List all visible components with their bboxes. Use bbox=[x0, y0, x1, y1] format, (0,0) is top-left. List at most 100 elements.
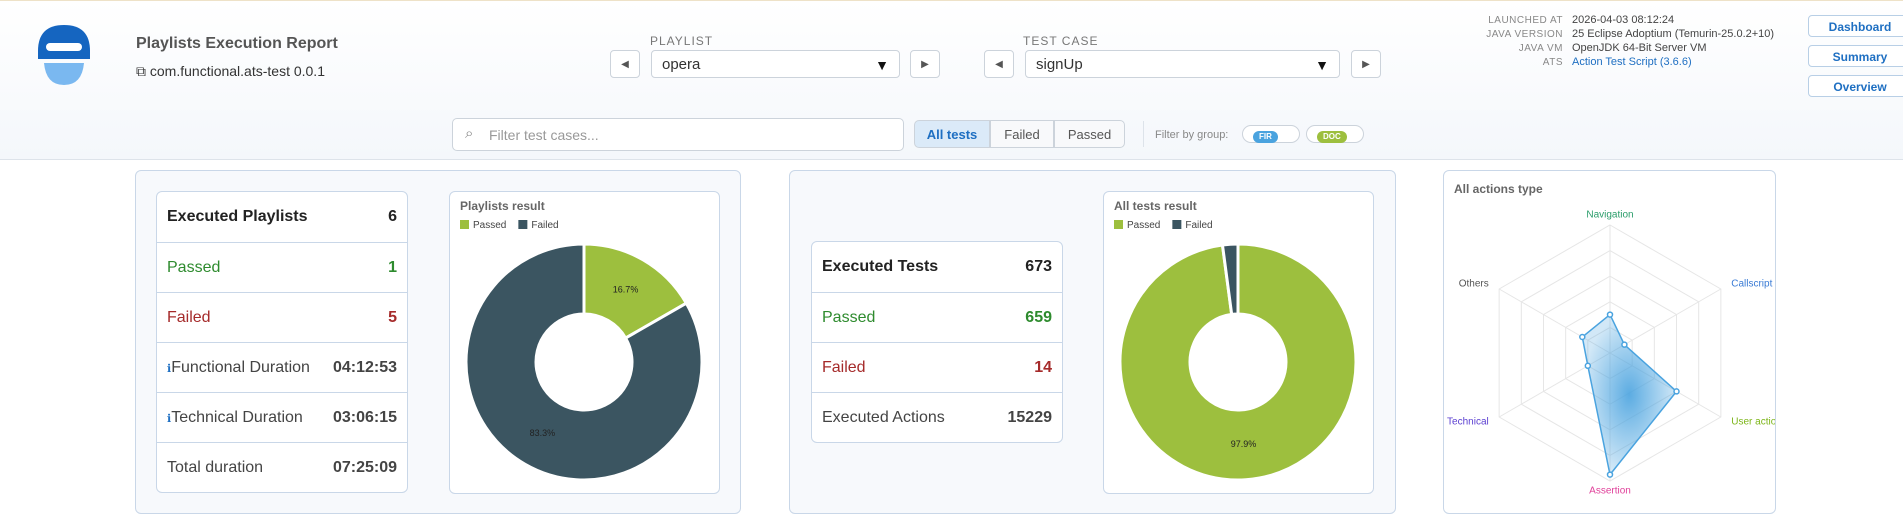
legend-label: Failed bbox=[531, 220, 558, 231]
row-label-text: Total duration bbox=[167, 458, 264, 476]
chart-box: All tests result Passed Failed 97.9% bbox=[1103, 191, 1374, 494]
legend-swatch bbox=[1114, 220, 1123, 229]
row-label-text: Executed Actions bbox=[822, 408, 945, 426]
row-label: Passed bbox=[822, 309, 875, 327]
row-label-text: Technical Duration bbox=[171, 408, 303, 426]
pie-chart: All tests result Passed Failed 97.9% bbox=[1114, 199, 1358, 482]
tests-table: Executed Tests 673 Passed 659 Failed 14 Execut… bbox=[811, 241, 1063, 443]
filter-tab[interactable]: All tests bbox=[914, 120, 990, 148]
row-label-text: Failed bbox=[167, 308, 211, 326]
filter-tab[interactable]: Passed bbox=[1054, 120, 1125, 148]
row-label-text: Functional Duration bbox=[171, 358, 310, 376]
table-row: Executed Tests 673 bbox=[812, 242, 1062, 292]
testcase-select[interactable]: signUp bbox=[1025, 50, 1340, 79]
pie-slice bbox=[1220, 242, 1240, 317]
project-link[interactable]: ⧉ com.functional.ats-test 0.0.1 bbox=[136, 63, 325, 79]
report-title: Playlists Execution Report bbox=[136, 35, 338, 52]
info-label: LAUNCHED AT bbox=[1488, 15, 1563, 26]
row-label: Executed Playlists bbox=[167, 208, 308, 226]
row-label: Passed bbox=[167, 259, 220, 277]
nav-button[interactable]: Dashboard bbox=[1808, 15, 1903, 37]
tests-panel: Executed Tests 673 Passed 659 Failed 14 Execut… bbox=[789, 170, 1396, 514]
playlist-select[interactable]: opera bbox=[651, 50, 900, 79]
row-label: Executed Actions bbox=[822, 409, 945, 427]
chart-title: All actions type bbox=[1454, 182, 1543, 196]
pie-chart: Playlists result Passed Failed 16.7% 83.3% bbox=[460, 199, 704, 482]
info-label: ATS bbox=[1542, 57, 1563, 68]
nav-button[interactable]: Overview bbox=[1808, 75, 1903, 97]
header: Playlists Execution Report ⧉ com.functio… bbox=[0, 0, 1903, 160]
table-row: Failed 14 bbox=[812, 342, 1062, 392]
logo bbox=[38, 25, 90, 85]
row-label: Total duration bbox=[167, 459, 263, 477]
playlists-panel: Executed Playlists 6 Passed 1 Failed 5 ℹFuncti… bbox=[135, 170, 741, 514]
next-testcase[interactable]: ▶ bbox=[1351, 50, 1381, 78]
group-tag[interactable]: DOC bbox=[1317, 131, 1347, 143]
prev-testcase[interactable]: ◀ bbox=[984, 50, 1014, 78]
table-row: ℹFunctional Duration 04:12:53 bbox=[157, 342, 407, 392]
prev-playlist[interactable]: ◀ bbox=[610, 50, 640, 78]
search-box[interactable]: ⌕ Filter test cases... bbox=[452, 118, 904, 151]
row-label: ℹTechnical Duration bbox=[167, 409, 303, 427]
table-row: Executed Playlists 6 bbox=[157, 192, 407, 242]
legend-label: Passed bbox=[1127, 220, 1160, 231]
info-value: OpenJDK 64-Bit Server VM bbox=[1572, 42, 1707, 54]
row-value: 15229 bbox=[1007, 408, 1053, 426]
row-label-text: Executed Playlists bbox=[167, 208, 308, 225]
row-value: 14 bbox=[1034, 358, 1052, 376]
row-label: ℹFunctional Duration bbox=[167, 359, 310, 377]
info-icon: ℹ bbox=[167, 362, 172, 375]
radar-chart: All actions type Navigation Callscript User… bbox=[1447, 182, 1782, 497]
radar-axis-label: User action bbox=[1731, 417, 1775, 428]
radar-spoke bbox=[1609, 288, 1722, 354]
radar-point bbox=[1584, 362, 1592, 370]
chart-title: All tests result bbox=[1114, 199, 1197, 213]
info-value: 2026-04-03 08:12:24 bbox=[1572, 14, 1675, 26]
filter-tab[interactable]: Failed bbox=[990, 120, 1054, 148]
pie-slice bbox=[582, 242, 689, 341]
row-value: 5 bbox=[388, 308, 397, 326]
radar-axis-label: Technical bbox=[1447, 417, 1489, 428]
slice-label: 16.7% bbox=[613, 285, 639, 295]
table-row: Passed 659 bbox=[812, 292, 1062, 342]
radar-point bbox=[1673, 388, 1680, 395]
radar-axis-label: Callscript bbox=[1731, 279, 1772, 290]
row-label-text: Passed bbox=[822, 308, 876, 326]
playlists-table: Executed Playlists 6 Passed 1 Failed 5 ℹFuncti… bbox=[156, 191, 408, 493]
playlist-label: PLAYLIST bbox=[650, 34, 714, 48]
row-value: 673 bbox=[1025, 258, 1052, 275]
group-tag[interactable]: FIR bbox=[1253, 131, 1278, 143]
search-icon: ⌕ bbox=[465, 125, 474, 142]
legend-label: Passed bbox=[473, 220, 506, 231]
info-icon: ℹ bbox=[167, 412, 172, 425]
radar-point bbox=[1606, 311, 1614, 318]
playlist-value[interactable]: opera bbox=[662, 56, 701, 73]
legend-swatch bbox=[460, 220, 469, 229]
row-value: 1 bbox=[388, 258, 397, 276]
chart-title: Playlists result bbox=[460, 199, 545, 213]
info-label: JAVA VM bbox=[1518, 43, 1563, 54]
project-name[interactable]: com.functional.ats-test 0.0.1 bbox=[149, 63, 325, 79]
row-label-text: Failed bbox=[822, 358, 866, 376]
radar-point bbox=[1606, 471, 1614, 478]
row-value: 04:12:53 bbox=[332, 358, 397, 376]
nav-button[interactable]: Summary bbox=[1808, 45, 1903, 67]
radar-axis-label: Assertion bbox=[1589, 486, 1631, 497]
info-value[interactable]: Action Test Script (3.6.6) bbox=[1572, 56, 1692, 68]
chart-box: Playlists result Passed Failed 16.7% 83.3% bbox=[449, 191, 720, 494]
slice-label: 97.9% bbox=[1231, 439, 1257, 449]
group-chip[interactable]: FIR bbox=[1242, 125, 1300, 143]
row-value: 6 bbox=[388, 208, 397, 225]
legend-swatch bbox=[1172, 220, 1182, 229]
row-value: 659 bbox=[1025, 308, 1052, 326]
search-placeholder[interactable]: Filter test cases... bbox=[489, 127, 599, 143]
row-value: 07:25:09 bbox=[332, 458, 397, 476]
group-chip[interactable]: DOC bbox=[1306, 125, 1364, 143]
row-label: Failed bbox=[822, 359, 866, 377]
legend-label: Failed bbox=[1185, 220, 1212, 231]
testcase-label: TEST CASE bbox=[1023, 34, 1099, 48]
table-row: Executed Actions 15229 bbox=[812, 392, 1062, 442]
next-playlist[interactable]: ▶ bbox=[910, 50, 940, 78]
testcase-value[interactable]: signUp bbox=[1036, 56, 1083, 73]
